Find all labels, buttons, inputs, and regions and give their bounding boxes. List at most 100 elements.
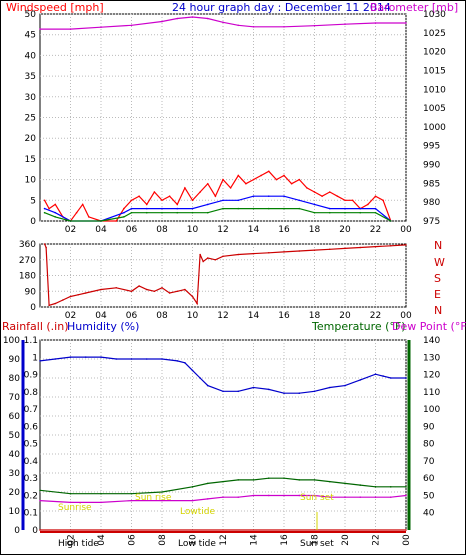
point-gust — [237, 199, 240, 202]
point-temperature — [298, 479, 301, 481]
x-tick-label: 06 — [126, 311, 138, 321]
point-temperature — [69, 492, 72, 495]
point-wind — [267, 170, 270, 173]
point-avg — [161, 211, 163, 214]
rain-tick-label: 0.3 — [24, 474, 38, 484]
rain-tick-label: 0.6 — [24, 422, 39, 432]
y-right-tick-label: 1010 — [423, 85, 446, 95]
y-right-tick-label: 100 — [423, 405, 440, 415]
point-direction — [199, 253, 201, 256]
point-wind — [306, 187, 308, 189]
point-wind — [298, 178, 301, 181]
point-gust — [313, 203, 316, 206]
x-tick-label: 00 — [402, 534, 412, 546]
point-wind — [374, 195, 377, 197]
point-direction — [267, 251, 270, 254]
x-tick-label: 12 — [219, 534, 229, 545]
point-gust — [161, 207, 163, 210]
point-wind — [275, 178, 278, 181]
x-tick-label: 16 — [278, 225, 290, 235]
point-wind — [176, 203, 179, 206]
compass-s: S — [434, 272, 441, 285]
point-gust — [267, 195, 270, 197]
point-humidity — [298, 392, 301, 395]
x-tick-label: 22 — [370, 225, 381, 235]
x-tick-label: 18 — [311, 534, 321, 546]
point-wind — [252, 178, 255, 181]
point-wind — [81, 203, 84, 206]
astro-high-tide: High tide — [58, 539, 99, 549]
y-left-tick-label: 10 — [25, 176, 37, 186]
point-humidity — [184, 362, 186, 364]
point-barometer — [100, 26, 102, 28]
astro-sun-rise: Sun rise — [135, 493, 172, 503]
point-dewpoint — [100, 501, 102, 504]
point-wind — [283, 174, 285, 177]
point-wind — [351, 199, 354, 202]
y-right-tick-label: 980 — [423, 198, 440, 208]
y-right-tick-label: 60 — [423, 474, 435, 484]
point-humidity — [145, 358, 148, 360]
point-humidity — [69, 356, 72, 358]
point-wind — [88, 216, 90, 218]
astro-lowtide: Lowtide — [180, 507, 215, 517]
humidity-tick-label: 100 — [3, 336, 20, 346]
point-humidity — [359, 379, 362, 381]
point-wind — [145, 203, 148, 206]
x-tick-label: 14 — [250, 534, 260, 546]
point-wind — [123, 207, 125, 210]
point-avg — [191, 211, 194, 214]
y-right-tick-label: 70 — [423, 457, 435, 467]
point-humidity — [176, 360, 179, 362]
point-humidity — [54, 358, 57, 360]
y-right-tick-label: 90 — [423, 422, 435, 432]
point-gust — [145, 207, 148, 210]
x-tick-label: 04 — [95, 311, 107, 321]
point-wind — [75, 211, 78, 214]
point-direction — [196, 302, 198, 305]
x-tick-label: 14 — [248, 225, 260, 235]
point-avg — [222, 207, 224, 210]
rain-tick-label: 0.8 — [24, 388, 39, 398]
y-left-tick-label: 90 — [25, 287, 37, 297]
point-rain — [405, 529, 407, 531]
point-gust — [283, 195, 285, 197]
point-direction — [145, 288, 148, 291]
point-avg — [130, 211, 133, 214]
humidity-tick-label: 20 — [9, 488, 21, 498]
y-right-tick-label: 985 — [423, 179, 440, 189]
point-direction — [48, 304, 50, 307]
point-direction — [313, 249, 316, 251]
y-left-tick-label: 5 — [30, 196, 36, 206]
point-avg — [344, 211, 346, 214]
point-humidity — [344, 384, 346, 387]
point-barometer — [405, 22, 407, 24]
y-left-tick-label: 360 — [19, 240, 36, 250]
point-dewpoint — [237, 496, 240, 498]
point-direction — [344, 247, 346, 250]
point-dewpoint — [191, 499, 194, 502]
point-wind — [229, 187, 232, 189]
point-avg — [100, 220, 102, 222]
y-left-tick-label: 40 — [25, 51, 37, 61]
point-direction — [176, 290, 179, 293]
astro-sun-set: Sun set — [300, 493, 334, 503]
point-avg — [298, 207, 301, 210]
y-right-tick-label: 995 — [423, 142, 440, 152]
y-right-tick-label: 1030 — [423, 10, 446, 20]
series-humidity — [39, 356, 406, 394]
point-temperature — [237, 479, 240, 481]
point-wind — [313, 191, 316, 193]
x-tick-label: 00 — [400, 225, 412, 235]
point-wind — [43, 199, 46, 202]
point-humidity — [405, 377, 407, 379]
x-tick-label: 08 — [156, 311, 168, 321]
x-tick-label: 02 — [65, 311, 76, 321]
humidity-tick-label: 0 — [14, 526, 20, 536]
point-humidity — [130, 358, 133, 360]
point-gust — [54, 211, 57, 214]
point-direction — [328, 248, 331, 251]
x-tick-label: 10 — [187, 311, 199, 321]
